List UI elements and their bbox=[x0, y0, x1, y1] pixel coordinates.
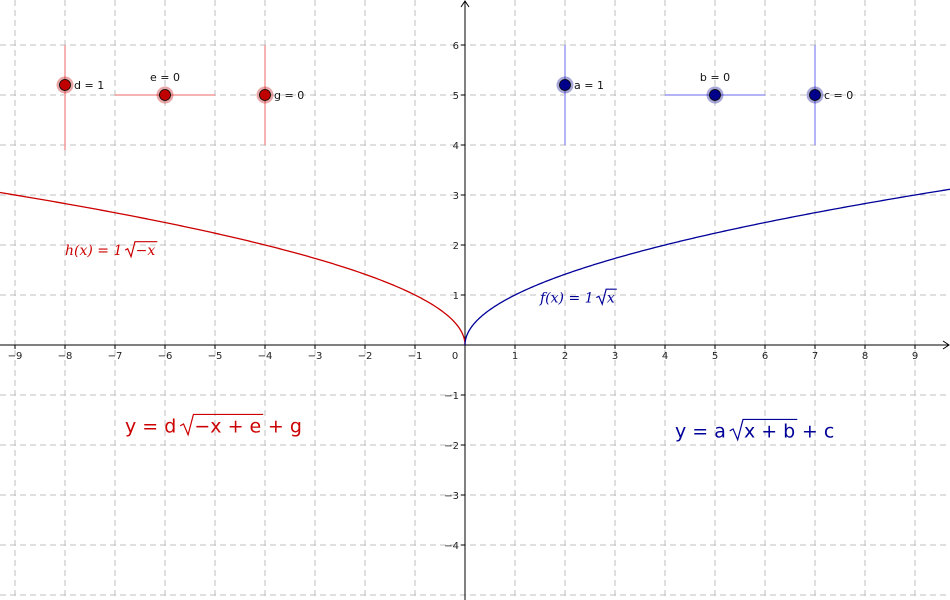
equation-blue-prefix: y = a bbox=[675, 421, 726, 443]
x-tick-label: 6 bbox=[762, 351, 768, 362]
x-tick-label: 5 bbox=[712, 351, 718, 362]
x-tick-label: −7 bbox=[108, 351, 123, 362]
x-tick-label: 0 bbox=[452, 351, 458, 362]
x-tick-label: −3 bbox=[308, 351, 323, 362]
function-curves[interactable] bbox=[0, 188, 950, 345]
y-tick-label: 5 bbox=[453, 91, 459, 102]
slider-e[interactable]: e = 0 bbox=[115, 71, 215, 104]
slider-b-handle[interactable] bbox=[709, 89, 721, 101]
slider-d-handle[interactable] bbox=[59, 79, 71, 91]
equation-blue: y = a x + b + c bbox=[675, 418, 834, 443]
function-label-f-prefix: f(x) = 1 bbox=[539, 291, 594, 307]
x-tick-label: 4 bbox=[662, 351, 668, 362]
function-label-f-radical-icon bbox=[596, 288, 617, 307]
function-label-h: h(x) = 1 −x bbox=[65, 241, 158, 259]
equation-blue-radicand: x + b bbox=[744, 421, 795, 443]
equation-blue-radical-icon bbox=[729, 418, 798, 442]
equation-red-suffix: + g bbox=[268, 416, 302, 438]
slider-d-label: d = 1 bbox=[74, 79, 104, 92]
y-tick-label: 1 bbox=[453, 291, 459, 302]
y-tick-label: −1 bbox=[444, 391, 459, 402]
y-tick-label: 4 bbox=[453, 141, 459, 152]
x-tick-label: 9 bbox=[912, 351, 918, 362]
x-tick-label: 8 bbox=[862, 351, 868, 362]
x-tick-label: 7 bbox=[812, 351, 818, 362]
function-labels: h(x) = 1 −x f(x) = 1 x y = d −x + e + g y = a x … bbox=[65, 241, 834, 443]
x-tick-label: −2 bbox=[358, 351, 373, 362]
slider-e-label: e = 0 bbox=[150, 71, 180, 84]
slider-g-label: g = 0 bbox=[274, 89, 304, 102]
x-tick-label: −5 bbox=[208, 351, 223, 362]
slider-a-handle[interactable] bbox=[559, 79, 571, 91]
x-tick-label: 2 bbox=[562, 351, 568, 362]
x-tick-label: −9 bbox=[8, 351, 23, 362]
slider-g[interactable]: g = 0 bbox=[256, 45, 305, 145]
x-tick-label: −8 bbox=[58, 351, 73, 362]
slider-a-label: a = 1 bbox=[574, 79, 604, 92]
x-tick-label: 1 bbox=[512, 351, 518, 362]
slider-c[interactable]: c = 0 bbox=[806, 45, 854, 145]
slider-a[interactable]: a = 1 bbox=[556, 45, 604, 145]
slider-b[interactable]: b = 0 bbox=[665, 71, 765, 104]
equation-blue-suffix: + c bbox=[802, 421, 834, 443]
x-axis-arrow-icon bbox=[942, 340, 950, 350]
y-tick-label: 3 bbox=[453, 191, 459, 202]
sliders[interactable]: d = 1 e = 0 g = 0 a = 1 b = 0 c = 0 bbox=[56, 45, 854, 150]
y-axis-arrow-icon bbox=[460, 0, 470, 8]
equation-red-radical-icon bbox=[179, 413, 264, 437]
slider-g-handle[interactable] bbox=[259, 89, 271, 101]
x-tick-label: −6 bbox=[158, 351, 173, 362]
y-tick-label: −2 bbox=[444, 441, 459, 452]
slider-b-label: b = 0 bbox=[700, 71, 730, 84]
curve-h[interactable] bbox=[0, 191, 466, 345]
slider-e-handle[interactable] bbox=[159, 89, 171, 101]
y-tick-label: 2 bbox=[453, 241, 459, 252]
function-label-f: f(x) = 1 x bbox=[539, 288, 617, 307]
slider-d[interactable]: d = 1 bbox=[56, 45, 105, 150]
function-label-f-radicand: x bbox=[607, 291, 615, 307]
function-label-h-radical-icon bbox=[124, 241, 158, 259]
equation-red: y = d −x + e + g bbox=[125, 413, 302, 438]
tick-labels: −9 −8 −7 −6 −5 −4 −3 −2 −1 0 1 2 3 4 5 6 7 8 9 −4 −3 −2 −1 1 2 3 4… bbox=[8, 41, 919, 552]
x-tick-label: −1 bbox=[408, 351, 423, 362]
slider-c-handle[interactable] bbox=[809, 89, 821, 101]
y-tick-label: 6 bbox=[453, 41, 459, 52]
y-tick-label: −4 bbox=[444, 541, 459, 552]
slider-c-label: c = 0 bbox=[824, 89, 853, 102]
function-label-h-radicand: −x bbox=[136, 243, 156, 259]
equation-red-prefix: y = d bbox=[125, 416, 176, 438]
x-tick-label: 3 bbox=[612, 351, 618, 362]
curve-f[interactable] bbox=[464, 188, 950, 345]
function-label-h-prefix: h(x) = 1 bbox=[65, 243, 122, 259]
y-tick-label: −3 bbox=[444, 491, 459, 502]
x-tick-label: −4 bbox=[258, 351, 273, 362]
equation-red-radicand: −x + e bbox=[194, 416, 261, 438]
